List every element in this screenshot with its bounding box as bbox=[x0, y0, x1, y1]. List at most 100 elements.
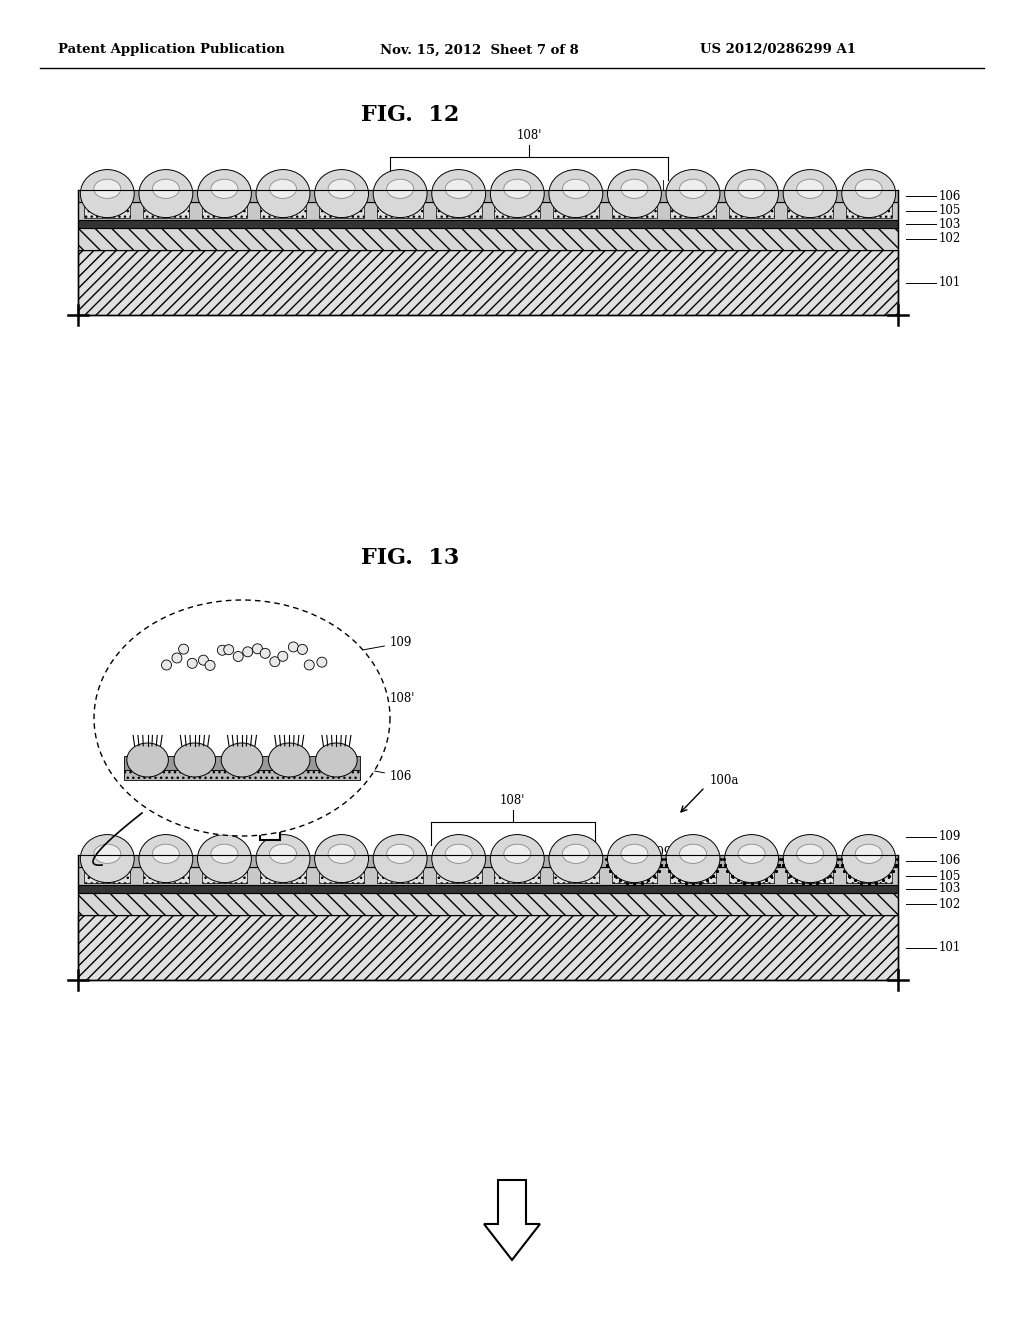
Bar bbox=[78, 228, 898, 249]
Text: 106: 106 bbox=[939, 854, 962, 867]
Bar bbox=[553, 870, 599, 883]
Ellipse shape bbox=[198, 834, 251, 883]
Text: 100a: 100a bbox=[710, 774, 739, 787]
Ellipse shape bbox=[373, 834, 427, 883]
Text: 106: 106 bbox=[939, 190, 962, 202]
Ellipse shape bbox=[725, 834, 778, 883]
Ellipse shape bbox=[269, 180, 297, 198]
Bar bbox=[787, 870, 833, 883]
Ellipse shape bbox=[153, 180, 179, 198]
Polygon shape bbox=[250, 775, 290, 840]
Ellipse shape bbox=[504, 845, 530, 863]
Text: 103: 103 bbox=[939, 218, 962, 231]
Bar bbox=[124, 756, 360, 770]
Bar bbox=[377, 870, 423, 883]
Bar bbox=[377, 205, 423, 218]
Text: FIG.  12: FIG. 12 bbox=[360, 104, 459, 125]
Ellipse shape bbox=[842, 169, 896, 218]
Bar bbox=[436, 870, 481, 883]
Ellipse shape bbox=[174, 743, 216, 777]
Ellipse shape bbox=[445, 180, 472, 198]
Bar bbox=[670, 205, 716, 218]
Ellipse shape bbox=[278, 651, 288, 661]
Ellipse shape bbox=[223, 644, 233, 655]
Ellipse shape bbox=[297, 644, 307, 655]
Ellipse shape bbox=[666, 169, 720, 218]
Text: 102: 102 bbox=[939, 898, 962, 911]
Text: 103: 103 bbox=[939, 883, 962, 895]
Ellipse shape bbox=[666, 834, 720, 883]
Text: US 2012/0286299 A1: US 2012/0286299 A1 bbox=[700, 44, 856, 57]
Text: 108': 108' bbox=[516, 129, 542, 143]
Ellipse shape bbox=[855, 845, 883, 863]
Ellipse shape bbox=[504, 180, 530, 198]
Ellipse shape bbox=[269, 845, 297, 863]
Ellipse shape bbox=[233, 652, 244, 661]
Ellipse shape bbox=[562, 180, 590, 198]
Ellipse shape bbox=[738, 845, 765, 863]
Ellipse shape bbox=[680, 845, 707, 863]
Text: 109: 109 bbox=[939, 830, 962, 843]
Ellipse shape bbox=[738, 180, 765, 198]
Text: 108a: 108a bbox=[381, 194, 409, 205]
Ellipse shape bbox=[162, 660, 171, 671]
Text: 101: 101 bbox=[939, 941, 962, 954]
Ellipse shape bbox=[316, 657, 327, 667]
Bar bbox=[495, 205, 540, 218]
Text: 108b: 108b bbox=[499, 859, 527, 869]
Bar bbox=[495, 870, 540, 883]
Ellipse shape bbox=[139, 169, 193, 218]
Ellipse shape bbox=[205, 660, 215, 671]
Ellipse shape bbox=[607, 834, 662, 883]
Text: 108a: 108a bbox=[422, 859, 450, 869]
Polygon shape bbox=[484, 1180, 540, 1261]
Bar bbox=[318, 870, 365, 883]
Bar bbox=[78, 190, 898, 202]
Bar bbox=[611, 870, 657, 883]
Bar bbox=[78, 249, 898, 315]
Ellipse shape bbox=[94, 180, 121, 198]
Bar bbox=[318, 205, 365, 218]
Ellipse shape bbox=[187, 659, 198, 668]
Bar bbox=[84, 205, 130, 218]
Ellipse shape bbox=[127, 743, 168, 777]
Text: 109: 109 bbox=[309, 636, 413, 660]
Bar bbox=[124, 770, 360, 780]
Ellipse shape bbox=[432, 169, 485, 218]
Ellipse shape bbox=[270, 657, 280, 667]
Ellipse shape bbox=[80, 169, 134, 218]
Text: Nov. 15, 2012  Sheet 7 of 8: Nov. 15, 2012 Sheet 7 of 8 bbox=[380, 44, 579, 57]
Bar bbox=[78, 220, 898, 228]
Text: 108': 108' bbox=[500, 795, 525, 807]
Ellipse shape bbox=[621, 845, 648, 863]
Ellipse shape bbox=[328, 845, 355, 863]
Bar bbox=[78, 915, 898, 979]
Text: 101: 101 bbox=[939, 276, 962, 289]
Text: 106: 106 bbox=[335, 763, 413, 783]
Ellipse shape bbox=[211, 180, 238, 198]
Ellipse shape bbox=[387, 845, 414, 863]
Text: 105: 105 bbox=[939, 205, 962, 218]
Bar bbox=[143, 205, 188, 218]
Ellipse shape bbox=[797, 180, 823, 198]
Ellipse shape bbox=[256, 834, 310, 883]
Ellipse shape bbox=[842, 834, 896, 883]
Bar bbox=[202, 205, 247, 218]
Ellipse shape bbox=[621, 180, 648, 198]
Bar bbox=[78, 884, 898, 894]
Text: 108c: 108c bbox=[575, 859, 603, 869]
Ellipse shape bbox=[607, 169, 662, 218]
Text: 102: 102 bbox=[939, 232, 962, 246]
Ellipse shape bbox=[387, 180, 414, 198]
Ellipse shape bbox=[217, 645, 227, 655]
Ellipse shape bbox=[304, 660, 314, 671]
Ellipse shape bbox=[94, 601, 390, 836]
Bar bbox=[78, 894, 898, 915]
Ellipse shape bbox=[139, 834, 193, 883]
Ellipse shape bbox=[549, 169, 603, 218]
Ellipse shape bbox=[783, 834, 837, 883]
Bar bbox=[846, 870, 892, 883]
Ellipse shape bbox=[855, 180, 883, 198]
Ellipse shape bbox=[178, 644, 188, 655]
Ellipse shape bbox=[315, 743, 357, 777]
